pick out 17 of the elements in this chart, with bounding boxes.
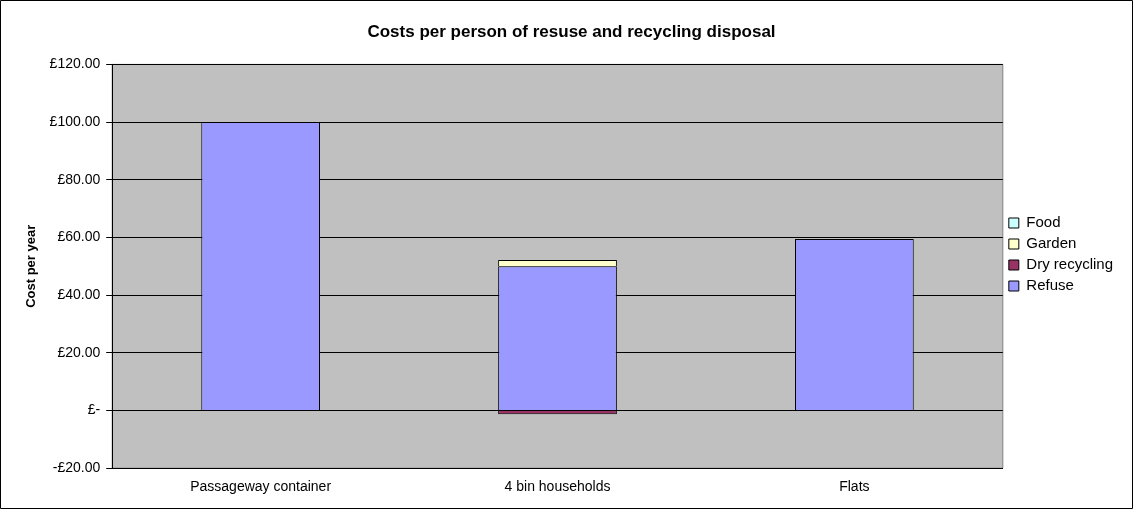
y-tick-label: -£20.00 xyxy=(52,459,101,476)
y-tick-label: £80.00 xyxy=(57,170,101,187)
legend-label: Refuse xyxy=(1026,276,1074,294)
y-tick-label: £120.00 xyxy=(49,55,101,72)
x-tick-label: Passageway container xyxy=(190,478,332,495)
chart-title: Costs per person of resuse and recycling disposal xyxy=(367,21,776,41)
y-tick-label: £- xyxy=(87,401,101,418)
legend-label: Food xyxy=(1026,213,1061,231)
x-tick-label: 4 bin households xyxy=(504,478,611,495)
y-tick-label: £100.00 xyxy=(49,112,101,129)
y-tick-label: £40.00 xyxy=(57,286,101,302)
x-tick-label: Flats xyxy=(839,478,870,495)
y-axis-title: Cost per year xyxy=(23,224,39,308)
y-tick-label: £20.00 xyxy=(57,343,101,360)
legend-label: Garden xyxy=(1026,234,1077,252)
legend-label: Dry recycling xyxy=(1026,255,1114,273)
y-tick-label: £60.00 xyxy=(57,228,101,245)
